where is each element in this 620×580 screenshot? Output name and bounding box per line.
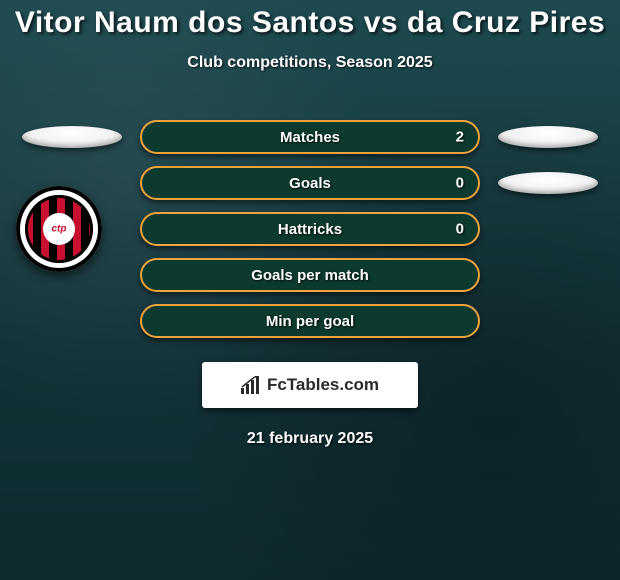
club-badge-circle: ctp — [16, 186, 102, 272]
footer-date: 21 february 2025 — [0, 430, 620, 448]
stat-label: Min per goal — [266, 313, 354, 330]
stat-label: Matches — [280, 129, 340, 146]
right-side-slot — [498, 172, 598, 194]
watermark: FcTables.com — [202, 362, 418, 408]
bar-chart-icon — [241, 376, 261, 394]
stat-label: Goals per match — [251, 267, 369, 284]
stat-value-right: 0 — [456, 221, 464, 238]
stat-pill: Matches 2 — [140, 120, 480, 154]
stat-value-right: 0 — [456, 175, 464, 192]
player-photo-placeholder — [498, 172, 598, 194]
watermark-text: FcTables.com — [267, 375, 379, 395]
left-side-slot — [22, 126, 122, 148]
player-photo-placeholder — [22, 126, 122, 148]
stat-label: Hattricks — [278, 221, 342, 238]
stat-row: Matches 2 — [0, 114, 620, 160]
stat-pill: Goals per match — [140, 258, 480, 292]
player-photo-placeholder — [498, 126, 598, 148]
club-badge-monogram: ctp — [52, 224, 67, 235]
page-title: Vitor Naum dos Santos vs da Cruz Pires — [0, 6, 620, 40]
stat-row: Min per goal — [0, 298, 620, 344]
stat-value-right: 2 — [456, 129, 464, 146]
stat-pill: Hattricks 0 — [140, 212, 480, 246]
comparison-card: Vitor Naum dos Santos vs da Cruz Pires C… — [0, 0, 620, 580]
right-side-slot — [498, 126, 598, 148]
stat-pill: Min per goal — [140, 304, 480, 338]
club-badge: ctp — [16, 186, 102, 272]
page-subtitle: Club competitions, Season 2025 — [0, 54, 620, 72]
stat-pill: Goals 0 — [140, 166, 480, 200]
stat-label: Goals — [289, 175, 331, 192]
